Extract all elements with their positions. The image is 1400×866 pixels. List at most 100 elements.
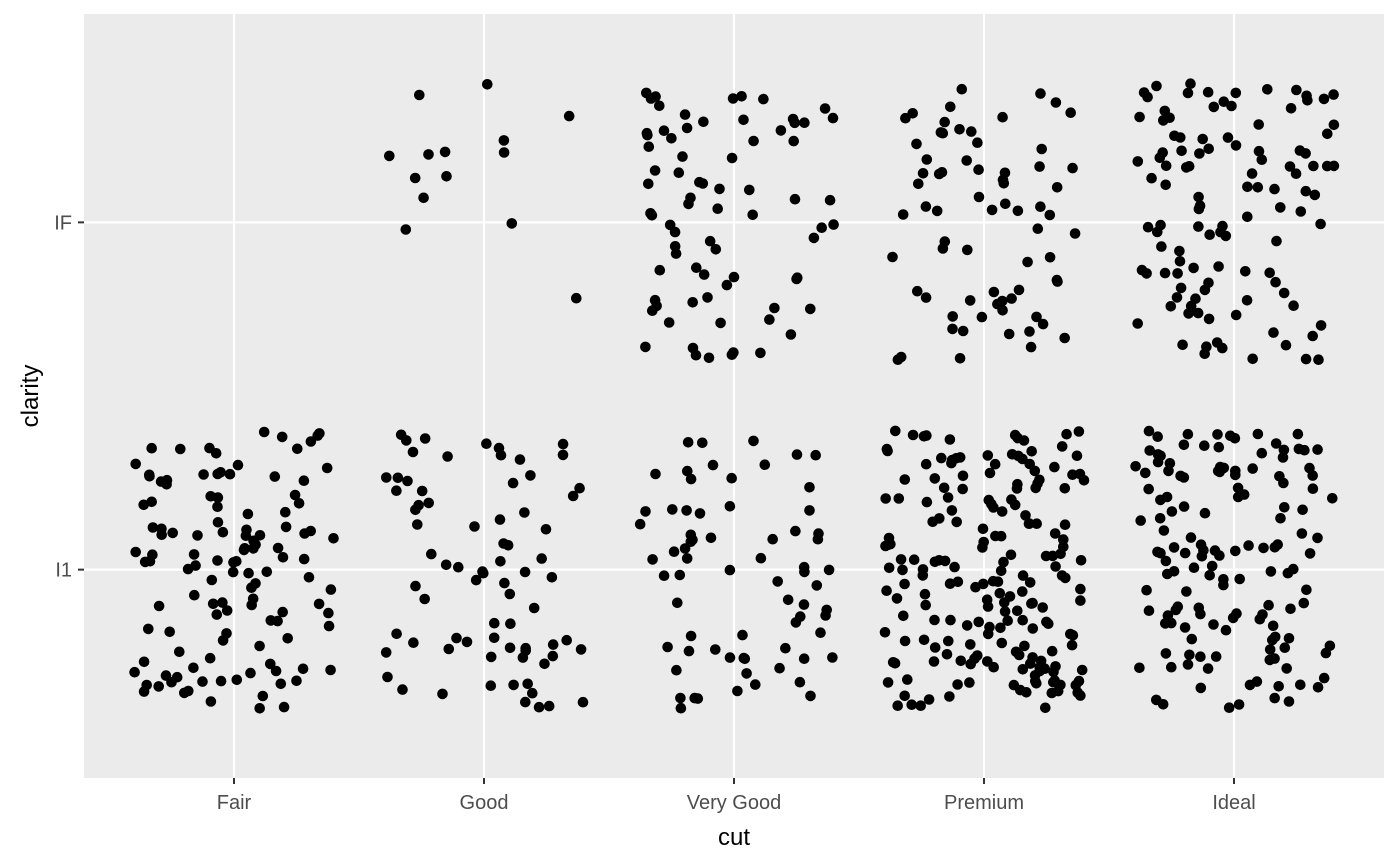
data-point	[470, 574, 482, 586]
data-point	[928, 656, 940, 667]
data-point	[951, 516, 962, 528]
data-point	[1230, 465, 1241, 477]
data-point	[164, 626, 175, 638]
data-point	[881, 443, 893, 455]
data-point	[999, 606, 1011, 617]
data-point	[640, 506, 651, 517]
data-point	[520, 642, 531, 654]
data-point	[265, 615, 277, 626]
data-point	[1152, 226, 1163, 238]
data-point	[522, 678, 533, 690]
data-point	[812, 533, 824, 545]
data-point	[238, 544, 250, 556]
data-point	[964, 295, 976, 306]
data-point	[1019, 640, 1030, 652]
data-point	[704, 235, 716, 247]
data-point	[382, 671, 393, 683]
data-point	[1017, 570, 1029, 581]
data-point	[882, 539, 894, 551]
data-point	[567, 490, 579, 502]
data-point	[478, 567, 489, 579]
data-point	[774, 662, 785, 674]
data-point	[155, 476, 167, 487]
data-point	[1308, 160, 1319, 172]
data-point	[646, 210, 658, 221]
data-point	[788, 135, 799, 147]
data-point	[192, 530, 203, 541]
data-point	[990, 530, 1001, 542]
y-tick-label: IF	[54, 212, 72, 234]
data-point	[919, 588, 931, 600]
data-point	[1209, 545, 1221, 556]
data-point	[1059, 519, 1071, 530]
data-point	[961, 620, 973, 631]
data-point	[738, 114, 749, 126]
data-point	[946, 505, 958, 516]
data-point	[691, 262, 702, 274]
data-point	[1246, 168, 1258, 179]
data-point	[933, 168, 945, 180]
data-point	[1285, 103, 1297, 114]
data-point	[495, 556, 506, 567]
data-point	[798, 653, 810, 664]
data-points	[129, 78, 1340, 714]
data-point	[1295, 206, 1307, 217]
data-point	[1135, 515, 1146, 526]
data-point	[911, 138, 922, 150]
data-point	[1166, 506, 1178, 517]
data-point	[1004, 591, 1016, 602]
data-point	[423, 497, 435, 509]
data-point	[702, 292, 713, 303]
data-point	[1160, 648, 1172, 659]
data-point	[498, 135, 510, 146]
data-point	[1032, 223, 1044, 234]
data-point	[147, 549, 158, 560]
data-point	[726, 472, 737, 484]
data-point	[1046, 645, 1058, 657]
data-point	[679, 543, 691, 554]
data-point	[798, 599, 810, 610]
data-point	[575, 644, 587, 655]
data-point	[1132, 318, 1143, 329]
data-point	[1258, 542, 1269, 554]
data-point	[1203, 313, 1215, 325]
data-point	[539, 658, 550, 670]
data-point	[682, 437, 694, 448]
data-point	[1193, 191, 1204, 203]
data-point	[1193, 221, 1204, 232]
data-point	[1300, 353, 1312, 365]
data-point	[1026, 446, 1037, 457]
data-point	[1027, 623, 1039, 634]
data-point	[212, 501, 223, 513]
data-point	[794, 676, 806, 688]
data-point	[1058, 534, 1069, 545]
data-point	[397, 684, 408, 695]
data-point	[392, 472, 404, 484]
data-point	[675, 702, 687, 714]
data-point	[494, 514, 506, 525]
data-point	[1146, 172, 1157, 184]
data-point	[697, 437, 708, 449]
data-point	[1130, 461, 1141, 472]
data-point	[543, 700, 555, 712]
data-point	[791, 449, 803, 460]
data-point	[945, 614, 956, 626]
data-point	[1300, 148, 1311, 159]
data-point	[1039, 663, 1051, 674]
data-point	[654, 264, 666, 276]
data-point	[1301, 584, 1312, 596]
data-point	[726, 349, 738, 361]
data-point	[1233, 699, 1245, 710]
data-point	[1183, 161, 1195, 172]
data-point	[921, 496, 933, 508]
data-point	[944, 578, 956, 589]
data-point	[1253, 119, 1264, 130]
data-point	[1155, 494, 1166, 506]
data-point	[890, 425, 901, 437]
data-point	[282, 633, 294, 644]
data-point	[815, 627, 826, 638]
data-point	[654, 100, 665, 112]
data-point	[954, 452, 966, 463]
y-axis-ticks: I1 IF	[54, 212, 84, 582]
data-point	[1151, 80, 1162, 92]
